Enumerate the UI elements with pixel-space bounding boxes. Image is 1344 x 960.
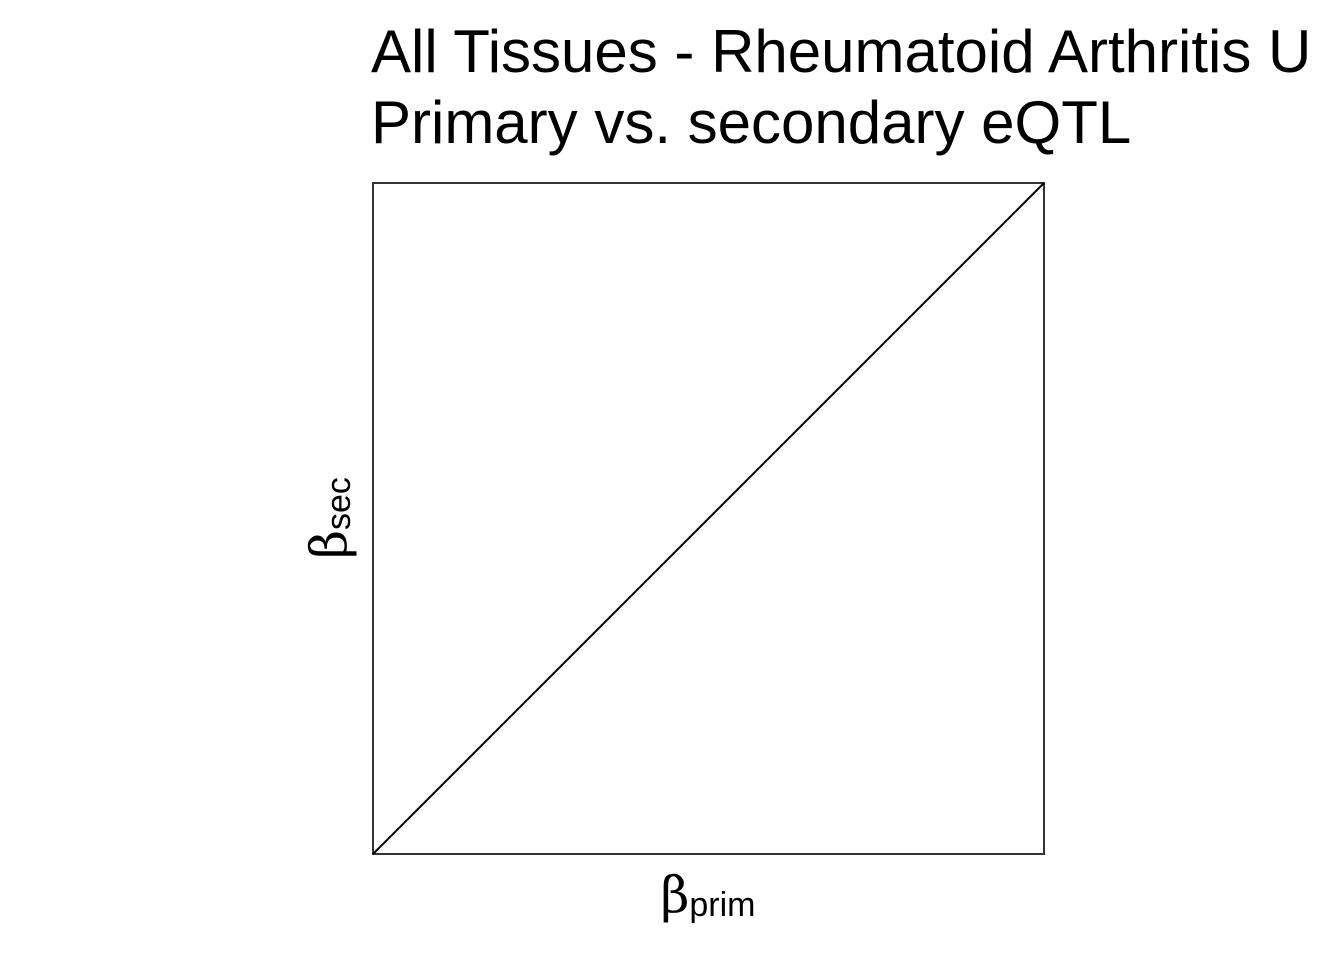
chart-subtitle: Primary vs. secondary eQTL: [371, 89, 1131, 156]
y-axis-label-subscript: sec: [320, 477, 358, 530]
x-axis-label-subscript: prim: [689, 886, 755, 924]
plot-panel-frame: [372, 182, 1045, 855]
chart-title: All Tissues - Rheumatoid Arthritis U: [371, 18, 1311, 85]
series-layer: [372, 182, 1045, 855]
identity-reference-line: [372, 182, 1045, 855]
x-axis-label-symbol: β: [660, 866, 689, 924]
x-axis-label: βprim: [660, 866, 755, 924]
y-axis-label-symbol: β: [300, 530, 358, 559]
y-axis-label: βsec: [300, 477, 358, 559]
